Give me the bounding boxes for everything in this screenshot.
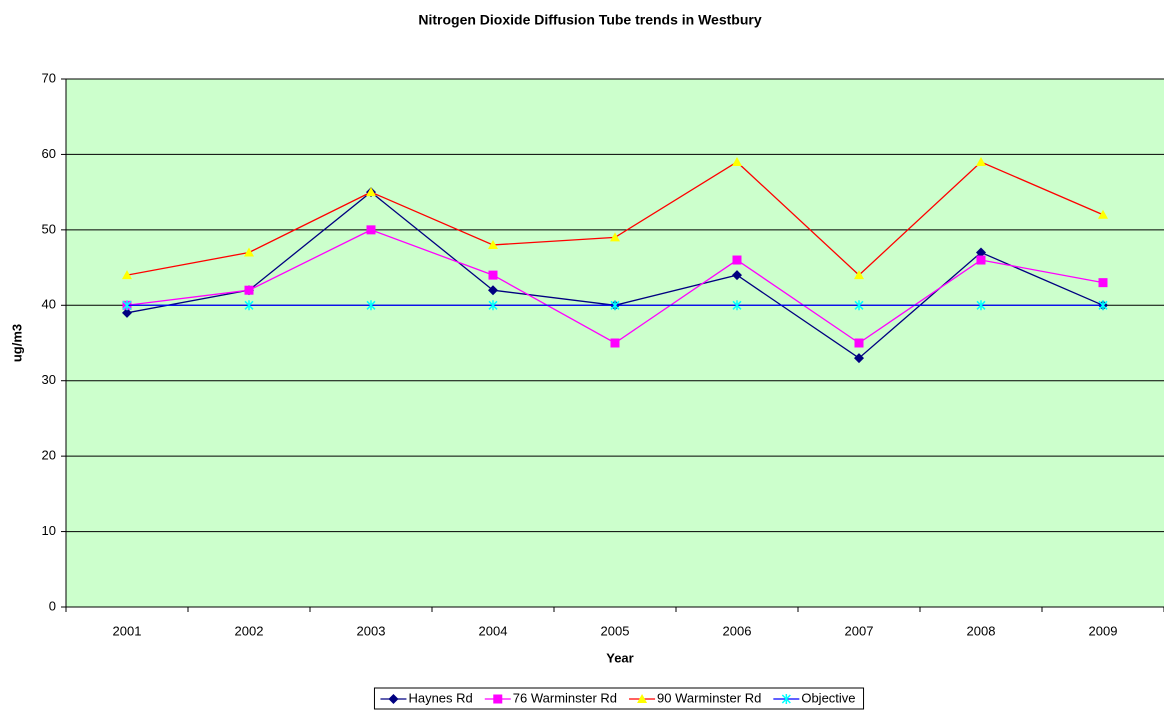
y-tick-label: 30 (42, 372, 56, 387)
y-tick-label: 40 (42, 297, 56, 312)
legend-label: 90 Warminster Rd (657, 690, 761, 705)
x-tick-label: 2009 (1089, 623, 1118, 638)
y-axis-label: ug/m3 (9, 324, 24, 362)
marker (610, 232, 620, 242)
marker (493, 694, 503, 704)
marker (488, 285, 498, 296)
marker (732, 270, 742, 281)
y-tick-label: 50 (42, 221, 56, 236)
marker (854, 338, 864, 348)
marker (732, 300, 742, 311)
marker (610, 338, 620, 348)
marker (122, 270, 132, 280)
marker (488, 239, 498, 249)
x-tick-label: 2007 (845, 623, 874, 638)
marker (366, 300, 376, 311)
marker (854, 353, 864, 364)
legend-label: Objective (801, 690, 855, 705)
marker (732, 156, 742, 166)
x-tick-label: 2002 (235, 623, 264, 638)
marker (1098, 209, 1108, 219)
y-tick-label: 10 (42, 523, 56, 538)
marker (976, 255, 986, 265)
y-tick-label: 60 (42, 146, 56, 161)
marker (637, 694, 648, 703)
x-tick-label: 2004 (479, 623, 508, 638)
marker (1098, 278, 1108, 288)
legend-item: Haynes Rd (380, 690, 473, 705)
legend-item: 90 Warminster Rd (629, 690, 761, 705)
marker (488, 300, 498, 311)
marker (488, 270, 498, 280)
marker (244, 247, 254, 257)
legend: Haynes Rd 76 Warminster Rd 90 Warminster R… (373, 687, 865, 710)
marker (366, 187, 376, 197)
y-tick-label: 0 (49, 598, 56, 613)
marker (854, 300, 864, 311)
x-tick-label: 2003 (357, 623, 386, 638)
marker (244, 285, 254, 295)
marker (122, 307, 132, 318)
x-tick-label: 2006 (723, 623, 752, 638)
x-tick-label: 2008 (967, 623, 996, 638)
marker (732, 255, 742, 265)
legend-item: Objective (773, 690, 856, 705)
marker (976, 300, 986, 311)
y-tick-label: 70 (42, 70, 56, 85)
chart-title: Nitrogen Dioxide Diffusion Tube trends i… (418, 12, 761, 28)
legend-box (373, 687, 865, 710)
marker (388, 694, 399, 704)
legend-label: Haynes Rd (408, 690, 472, 705)
x-axis-label: Year (606, 650, 633, 665)
y-tick-label: 20 (42, 448, 56, 463)
marker (366, 225, 376, 235)
x-tick-label: 2001 (113, 623, 142, 638)
marker (976, 156, 986, 166)
marker (122, 300, 132, 311)
marker (610, 300, 620, 311)
marker (781, 694, 791, 704)
legend-item: 76 Warminster Rd (484, 690, 617, 705)
marker (976, 247, 986, 258)
marker (244, 300, 254, 311)
legend-label: 76 Warminster Rd (513, 690, 617, 705)
marker (854, 270, 864, 280)
x-tick-label: 2005 (601, 623, 630, 638)
marker (1098, 300, 1108, 311)
